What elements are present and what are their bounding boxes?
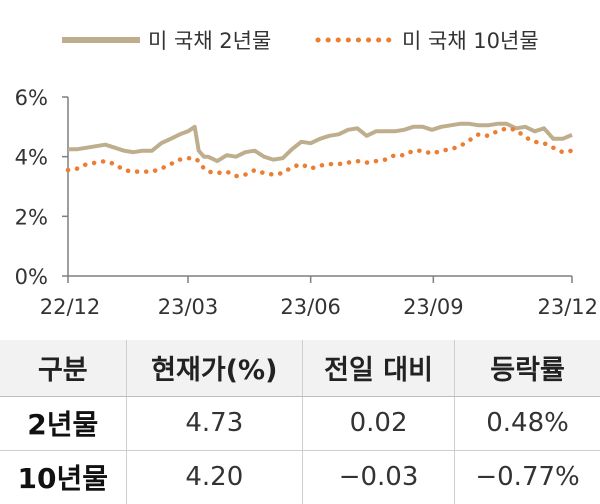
legend-label-2y: 미 국채 2년물 [148, 29, 271, 53]
series-line-2y [68, 121, 573, 164]
cell-rate: −0.77% [454, 450, 600, 504]
header-change: 전일 대비 [301, 340, 455, 397]
series-line-10y [65, 126, 575, 179]
chart-legend: 미 국채 2년물 미 국채 10년물 [62, 29, 539, 53]
cell-change: 0.02 [301, 396, 455, 451]
x-tick-label: 22/12 [40, 295, 101, 319]
y-tick-label: 2% [15, 205, 48, 229]
x-tick-label: 23/06 [280, 295, 341, 319]
header-rate: 등락률 [454, 340, 600, 397]
chart-axes: 0% 2% 4% 6% 22/12 23/03 23/06 23/09 23/12 [15, 86, 598, 319]
y-tick-label: 6% [15, 86, 48, 110]
table-row: 2년물 4.73 0.02 0.48% [0, 396, 600, 451]
x-tick-label: 23/03 [158, 295, 219, 319]
x-tick-label: 23/12 [537, 295, 598, 319]
table-row: 10년물 4.20 −0.03 −0.77% [0, 450, 600, 504]
row-label: 2년물 [0, 396, 127, 451]
table-header-row: 구분 현재가(%) 전일 대비 등락률 [0, 340, 600, 397]
y-tick-label: 0% [15, 265, 48, 289]
row-label: 10년물 [17, 462, 109, 496]
plot-area [65, 121, 575, 179]
x-tick-label: 23/09 [403, 295, 464, 319]
cell-rate: 0.48% [454, 396, 600, 451]
header-category: 구분 [0, 340, 127, 397]
cell-price: 4.20 [125, 450, 303, 504]
y-tick-label: 4% [15, 146, 48, 170]
cell-change: −0.03 [301, 450, 455, 504]
header-price: 현재가(%) [125, 340, 303, 397]
yield-table: 구분 현재가(%) 전일 대비 등락률 2년물 4.73 0.02 0.48% … [0, 340, 600, 504]
legend-label-10y: 미 국채 10년물 [402, 29, 539, 53]
yield-chart: 미 국채 2년물 미 국채 10년물 0% 2% 4% 6% 22/12 23/03 23/… [15, 29, 598, 319]
cell-price: 4.73 [125, 396, 303, 451]
